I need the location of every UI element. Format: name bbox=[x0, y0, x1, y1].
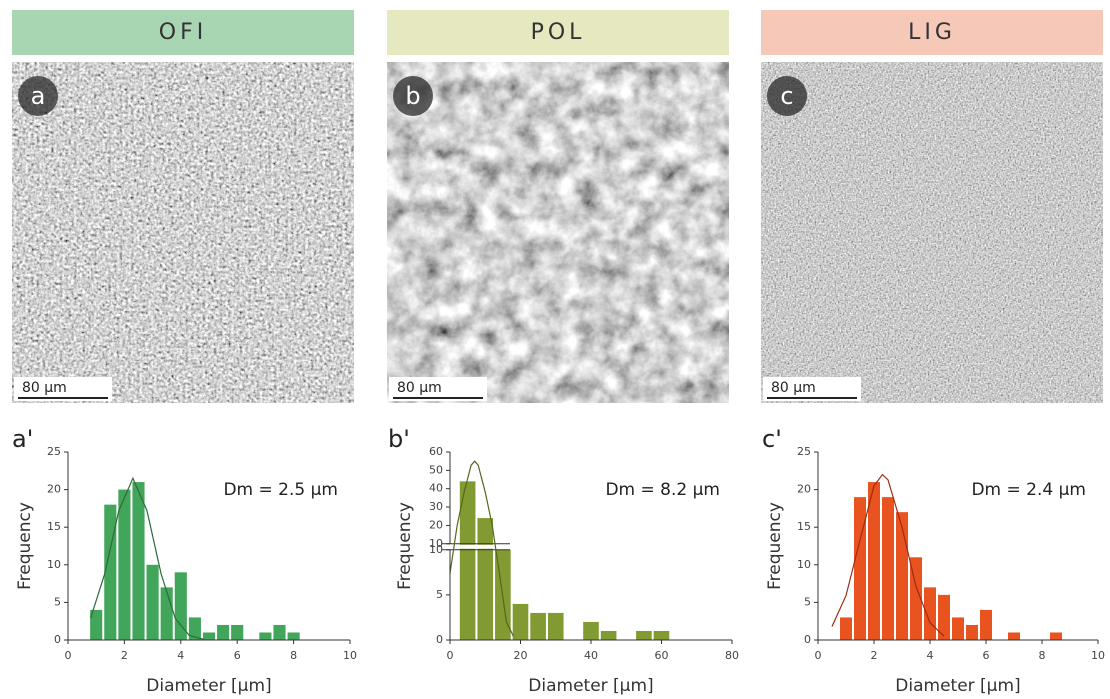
x-tick-label: 6 bbox=[234, 649, 241, 662]
bar bbox=[1008, 632, 1020, 640]
bar bbox=[583, 622, 599, 640]
sem-image bbox=[387, 62, 729, 403]
y-axis-label: Frequency bbox=[765, 502, 785, 590]
bar bbox=[924, 587, 936, 640]
bar bbox=[868, 482, 880, 640]
y-tick-label: 50 bbox=[429, 463, 443, 476]
bar bbox=[288, 632, 300, 640]
image-label: c bbox=[780, 82, 793, 110]
y-tick-label: 20 bbox=[47, 483, 61, 496]
x-tick-label: 80 bbox=[725, 649, 739, 662]
y-tick-label: 30 bbox=[429, 500, 443, 513]
annotation: Dm = 2.4 μm bbox=[971, 480, 1086, 500]
y-tick-label: 5 bbox=[436, 588, 443, 601]
figure: OFI a 80 μm POL b 80 μm LIG c 80 μm a' Frequency D… bbox=[0, 0, 1110, 699]
bar bbox=[259, 632, 271, 640]
header: LIG bbox=[908, 20, 956, 45]
axis-break bbox=[440, 545, 732, 549]
bar bbox=[217, 625, 229, 640]
bar bbox=[636, 631, 652, 640]
panel-label: c' bbox=[762, 425, 782, 453]
x-tick-label: 8 bbox=[290, 649, 297, 662]
bar bbox=[530, 613, 546, 640]
bar bbox=[118, 490, 130, 640]
x-tick-label: 8 bbox=[1039, 649, 1046, 662]
x-tick-label: 20 bbox=[514, 649, 528, 662]
header: POL bbox=[531, 20, 586, 45]
bar bbox=[460, 481, 476, 640]
bar bbox=[654, 631, 670, 640]
y-tick-label: 10 bbox=[797, 558, 811, 571]
x-tick-label: 10 bbox=[343, 649, 357, 662]
panel-label: b' bbox=[388, 425, 410, 453]
y-tick-label: 15 bbox=[47, 520, 61, 533]
bar bbox=[840, 617, 852, 640]
image-panels: OFI a 80 μm POL b 80 μm LIG c 80 μm bbox=[12, 10, 1103, 403]
bar bbox=[548, 613, 564, 640]
x-axis-label: Diameter [μm] bbox=[146, 676, 271, 696]
sem-image bbox=[12, 62, 354, 403]
sem-image bbox=[761, 62, 1103, 403]
bar bbox=[882, 497, 894, 640]
bar bbox=[938, 595, 950, 640]
y-tick-label: 25 bbox=[47, 445, 61, 458]
header: OFI bbox=[159, 20, 207, 45]
y-tick-label: 20 bbox=[797, 483, 811, 496]
x-tick-label: 4 bbox=[927, 649, 934, 662]
bar bbox=[854, 497, 866, 640]
x-axis-label: Diameter [μm] bbox=[895, 676, 1020, 696]
x-tick-label: 2 bbox=[871, 649, 878, 662]
y-tick-label: 15 bbox=[797, 520, 811, 533]
bar bbox=[161, 587, 173, 640]
x-tick-label: 0 bbox=[65, 649, 72, 662]
scale-bar-label: 80 μm bbox=[771, 380, 816, 396]
bar bbox=[896, 512, 908, 640]
bar bbox=[147, 565, 159, 640]
y-tick-label: 60 bbox=[429, 445, 443, 458]
y-tick-label: 5 bbox=[804, 595, 811, 608]
x-tick-label: 10 bbox=[1091, 649, 1105, 662]
x-tick-label: 0 bbox=[447, 649, 454, 662]
bar bbox=[231, 625, 243, 640]
x-tick-label: 0 bbox=[815, 649, 822, 662]
bar bbox=[132, 482, 144, 640]
y-tick-label: 10 bbox=[47, 558, 61, 571]
y-axis-label: Frequency bbox=[395, 502, 415, 590]
x-axis-label: Diameter [μm] bbox=[528, 676, 653, 696]
bar bbox=[952, 617, 964, 640]
y-axis-label: Frequency bbox=[15, 502, 35, 590]
histograms: a' Frequency Diameter [μm] Dm = 2.5 μm 0 2 4 6 8… bbox=[12, 425, 1105, 696]
bar bbox=[513, 604, 529, 640]
annotation: Dm = 8.2 μm bbox=[605, 480, 720, 500]
x-tick-label: 6 bbox=[983, 649, 990, 662]
bar bbox=[104, 505, 116, 640]
x-tick-label: 4 bbox=[177, 649, 184, 662]
y-tick-label: 40 bbox=[429, 482, 443, 495]
bar bbox=[273, 625, 285, 640]
bar bbox=[1050, 632, 1062, 640]
y-tick-label: 5 bbox=[54, 595, 61, 608]
bar bbox=[966, 625, 978, 640]
annotation: Dm = 2.5 μm bbox=[223, 480, 338, 500]
image-label: a bbox=[31, 82, 46, 110]
image-label: b bbox=[405, 82, 420, 110]
x-tick-label: 60 bbox=[655, 649, 669, 662]
y-tick-label: 0 bbox=[436, 633, 443, 646]
y-tick-label: 10 bbox=[429, 537, 443, 550]
y-tick-label: 25 bbox=[797, 445, 811, 458]
scale-bar-label: 80 μm bbox=[397, 380, 442, 396]
bar bbox=[601, 631, 617, 640]
bar bbox=[980, 610, 992, 640]
scale-bar-label: 80 μm bbox=[22, 380, 67, 396]
y-tick-label: 0 bbox=[54, 633, 61, 646]
y-tick-label: 20 bbox=[429, 518, 443, 531]
x-tick-label: 2 bbox=[121, 649, 128, 662]
panel-label: a' bbox=[12, 425, 33, 453]
y-tick-label: 0 bbox=[804, 633, 811, 646]
bar bbox=[203, 632, 215, 640]
bar bbox=[477, 518, 493, 640]
x-tick-label: 40 bbox=[584, 649, 598, 662]
